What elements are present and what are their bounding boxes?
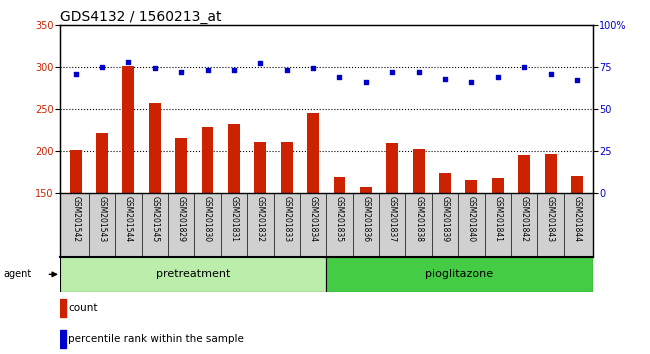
Point [70,71,81,76]
Text: GSM201832: GSM201832 [256,196,265,242]
Text: GSM201843: GSM201843 [546,196,555,242]
Bar [413,149,424,193]
Point [281,67,292,73]
Point [255,61,266,66]
Bar [439,173,451,193]
Point [202,67,213,73]
Text: GSM201840: GSM201840 [467,196,476,242]
Bar [333,177,345,193]
Point [440,76,450,81]
Point [572,78,582,83]
Text: GSM201835: GSM201835 [335,196,344,242]
Text: agent: agent [3,269,31,279]
Bar [465,180,477,193]
Text: percentile rank within the sample: percentile rank within the sample [68,334,244,344]
Text: pioglitazone: pioglitazone [426,269,493,279]
Bar [545,154,556,193]
Text: GSM201837: GSM201837 [388,196,396,242]
Point [150,65,160,71]
Point [493,74,503,80]
Text: GSM201844: GSM201844 [573,196,582,242]
Point [413,69,424,75]
Bar [492,178,504,193]
Text: GSM201836: GSM201836 [361,196,370,242]
Text: GSM201830: GSM201830 [203,196,212,242]
Bar [518,155,530,193]
Point [97,64,107,70]
Text: pretreatment: pretreatment [156,269,230,279]
Bar [122,66,135,193]
Bar [386,143,398,193]
Text: GDS4132 / 1560213_at: GDS4132 / 1560213_at [60,10,221,24]
Bar [60,331,66,348]
Text: GSM201542: GSM201542 [71,196,80,242]
Bar [326,257,593,292]
Text: GSM201841: GSM201841 [493,196,502,242]
Text: GSM201545: GSM201545 [150,196,159,242]
Bar [228,124,240,193]
Text: GSM201833: GSM201833 [282,196,291,242]
Text: GSM201544: GSM201544 [124,196,133,242]
Bar [571,176,583,193]
Bar [149,103,161,193]
Point [361,79,371,85]
Bar [60,257,326,292]
Point [545,71,556,76]
Text: GSM201842: GSM201842 [520,196,528,242]
Bar [176,138,187,193]
Text: count: count [68,303,98,313]
Point [229,67,239,73]
Bar [202,126,213,193]
Point [176,69,187,75]
Text: GSM201834: GSM201834 [309,196,318,242]
Point [334,74,345,80]
Point [308,65,318,71]
Bar [60,299,66,317]
Text: GSM201543: GSM201543 [98,196,107,242]
Text: GSM201839: GSM201839 [441,196,450,242]
Bar [307,113,319,193]
Bar [96,133,108,193]
Text: GSM201829: GSM201829 [177,196,186,242]
Bar [281,142,292,193]
Bar [360,187,372,193]
Text: GSM201838: GSM201838 [414,196,423,242]
Point [387,69,397,75]
Text: GSM201831: GSM201831 [229,196,239,242]
Point [124,59,134,64]
Point [519,64,529,70]
Bar [254,142,266,193]
Bar [70,150,81,193]
Point [466,79,476,85]
